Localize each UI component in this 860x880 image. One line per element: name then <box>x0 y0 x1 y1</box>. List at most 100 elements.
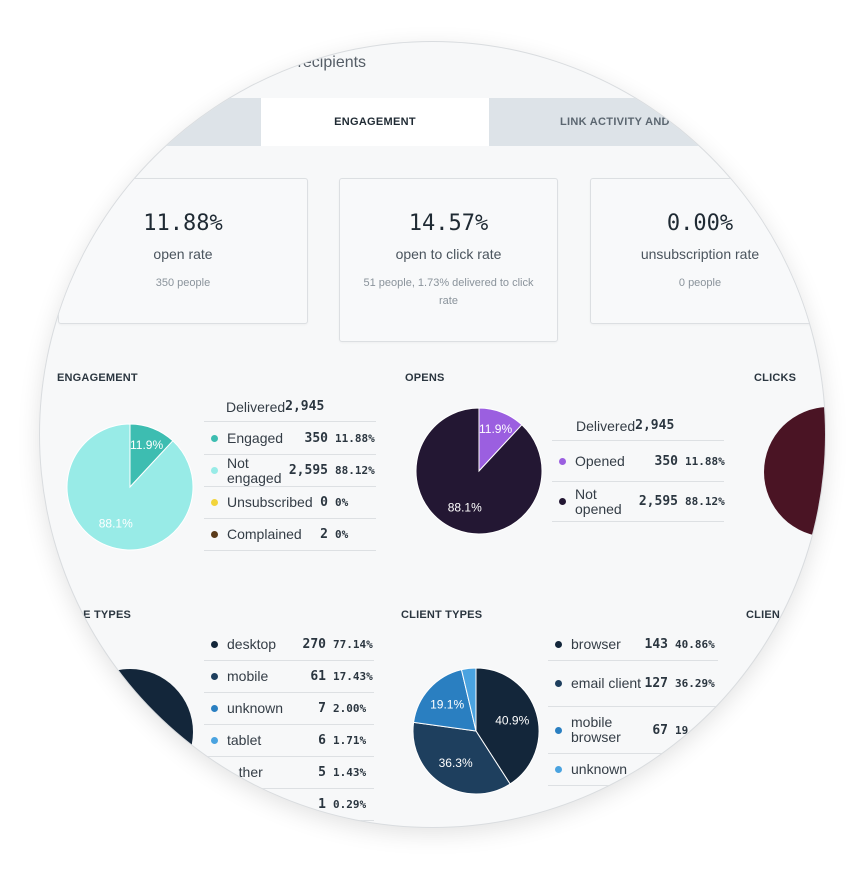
pie-slice-label: 11.9% <box>479 422 512 436</box>
legend-count: 2,595 <box>288 463 328 478</box>
kpi-unsubscription-card: 0.00% unsubscription rate 0 people <box>590 178 825 324</box>
engagement-legend: Delivered 2,945 Engaged 350 11.88% Not engag… <box>204 392 376 572</box>
kpi-click-rate-card: 14.57% open to click rate 51 people, 1.7… <box>339 178 558 342</box>
clicks-title: CLICKS <box>754 372 797 384</box>
kpi-open-rate-card: 11.88% open rate 350 people <box>58 178 308 324</box>
legend-count: 6 <box>318 733 326 748</box>
legend-dot-icon <box>559 498 566 505</box>
client-types-title: CLIENT TYPES <box>401 609 483 621</box>
device-pie-other-slice <box>103 670 106 698</box>
legend-label: Not opened <box>575 485 622 517</box>
pie-slice-not-opened <box>415 407 543 535</box>
legend-dot-icon <box>555 766 562 773</box>
legend-percent: 1.71% <box>333 734 367 747</box>
kpi-value: 14.57% <box>408 211 489 236</box>
legend-row-not-opened: Not opened 2,595 88.12% <box>552 482 725 522</box>
legend-label: email client <box>571 675 642 691</box>
legend-row-engaged: Engaged 350 11.88% <box>204 423 376 455</box>
kpi-label: unsubscription rate <box>640 246 760 262</box>
pie-slice-label: 88.1% <box>99 516 133 530</box>
legend-dot-icon <box>211 737 218 744</box>
circular-viewport: ...22 recipients ENGAGEMENT LINK ACTIVIT… <box>40 42 825 827</box>
tab-bar: ENGAGEMENT LINK ACTIVITY AND C... <box>40 98 825 146</box>
kpi-sub: 350 people <box>155 277 211 289</box>
legend-count: 127 <box>644 676 668 691</box>
legend-count: 1 <box>318 797 326 812</box>
legend-dot-icon <box>211 769 218 776</box>
legend-percent: 77.14% <box>333 638 373 651</box>
legend-count: 270 <box>302 637 326 652</box>
kpi-value: 11.88% <box>143 211 223 236</box>
delivered-row: Delivered 2,945 <box>552 411 724 441</box>
legend-count: 350 <box>304 431 328 446</box>
legend-row-not-engaged: Not engaged 2,595 88.12% <box>204 455 376 487</box>
engagement-pie: 11.9% 88.1% <box>66 423 194 551</box>
legend-row-browser: browser 143 40.86% <box>548 629 718 661</box>
kpi-sub: 51 people, 1.73% delivered to click rate <box>363 277 534 307</box>
legend-percent: 88.12% <box>685 495 725 508</box>
delivered-row: Delivered 2,945 <box>204 392 376 422</box>
client-third-title: CLIEN... <box>746 609 790 621</box>
opens-pie: 11.9% 88.1% <box>415 407 543 535</box>
legend-label: Complained <box>227 526 302 542</box>
pie-slice-label: 88.1% <box>448 500 482 514</box>
legend-percent: 11.88% <box>685 455 725 468</box>
kpi-value: 0.00% <box>666 211 734 236</box>
legend-row-item: 1 0.29% <box>204 789 374 821</box>
delivered-value: 2,945 <box>285 399 325 414</box>
legend-count: 0 <box>320 495 328 510</box>
legend-count: 5 <box>318 765 326 780</box>
legend-count: 143 <box>644 637 668 652</box>
kpi-label: open to click rate <box>395 246 502 262</box>
legend-dot-icon <box>211 467 218 474</box>
legend-label: Engaged <box>227 430 284 446</box>
legend-label: desktop <box>227 636 277 652</box>
pie-slice-label: 11.9% <box>130 438 163 452</box>
device-types-title: ...ICE TYPES <box>62 609 132 621</box>
tab-engagement[interactable]: ENGAGEMENT <box>261 98 489 146</box>
legend-percent: 1.43% <box>333 766 367 779</box>
legend-count: 350 <box>654 454 678 469</box>
pie-slice-label: 36.3% <box>439 756 473 770</box>
pie-slice-not-engaged <box>66 423 194 551</box>
legend-dot-icon <box>555 641 562 648</box>
legend-count: 7 <box>318 701 326 716</box>
legend-percent: 19... <box>675 723 709 737</box>
pie-slice-unknown <box>460 667 477 732</box>
legend-label: Unsubscribed <box>227 494 313 510</box>
tab-link-activity[interactable]: LINK ACTIVITY AND C... <box>560 116 692 128</box>
legend-row-opened: Opened 350 11.88% <box>552 442 725 482</box>
opens-title: OPENS <box>405 372 445 384</box>
opens-legend: Delivered 2,945 Opened 350 11.88% Not opened… <box>552 411 725 531</box>
legend-label: tablet <box>227 732 262 748</box>
device-pie-tablet-slice <box>108 668 111 698</box>
legend-row-tablet: tablet 6 1.71% <box>204 725 374 757</box>
engagement-title: ENGAGEMENT <box>57 372 138 384</box>
kpi-label: open rate <box>153 246 213 262</box>
legend-row-unsubscribed: Unsubscribed 0 0% <box>204 487 376 519</box>
legend-percent: 2.00% <box>333 702 367 715</box>
legend-percent: 0% <box>335 496 349 509</box>
legend-dot-icon <box>211 801 218 808</box>
legend-percent: 36.29% <box>675 677 715 690</box>
legend-count: 2,595 <box>638 494 678 509</box>
legend-label: Opened <box>575 453 625 469</box>
legend-label: Not engaged <box>227 454 282 486</box>
legend-dot-icon <box>211 705 218 712</box>
pie-slice-label: 19.1% <box>430 698 464 712</box>
legend-percent: 0% <box>335 528 349 541</box>
pie-slice-mobile-browser <box>413 669 477 732</box>
client-types-legend: browser 143 40.86% email client 127 36.29% mob… <box>548 629 718 827</box>
legend-dot-icon <box>555 726 562 734</box>
legend-label: unknown <box>571 761 628 777</box>
legend-dot-icon <box>555 680 562 687</box>
delivered-value: 2,945 <box>635 418 675 433</box>
legend-row-unknown: unknown <box>548 754 718 786</box>
device-types-legend: desktop 270 77.14% mobile 61 17.43% unknown 7 2.… <box>204 629 374 827</box>
legend-percent: 88.12% <box>335 464 375 477</box>
legend-percent: 0.29% <box>333 798 367 811</box>
device-types-pie <box>80 668 193 795</box>
client-types-pie: 40.9% 36.3% 19.1% <box>412 667 540 795</box>
legend-count: 67 <box>652 722 668 738</box>
legend-count: 61 <box>310 669 326 684</box>
